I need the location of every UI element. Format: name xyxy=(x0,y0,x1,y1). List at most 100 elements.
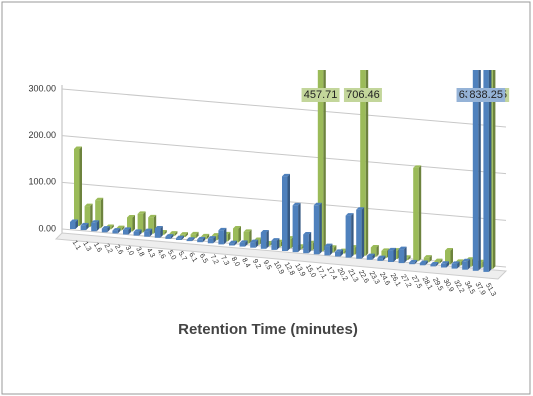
bar xyxy=(409,262,415,265)
bar-top xyxy=(413,165,422,168)
bar-top xyxy=(434,258,443,262)
bar-top xyxy=(112,228,121,231)
bar-top xyxy=(180,232,188,235)
bar-top xyxy=(80,222,89,226)
x-axis-title: Retention Time (minutes) xyxy=(178,321,358,338)
bar-top xyxy=(169,231,178,234)
bar-side xyxy=(287,173,290,251)
plot-area: 0.00100.00200.00300.00457.71706.46430.95… xyxy=(28,70,510,298)
bar-top xyxy=(388,247,396,251)
x-tick-label: 5.7 xyxy=(177,250,188,262)
bar-top xyxy=(356,207,365,210)
x-tick-label: 3.8 xyxy=(134,246,145,258)
x-tick-label: 3.0 xyxy=(124,245,135,257)
bar-side xyxy=(245,240,248,247)
bar-side xyxy=(213,236,216,244)
bar-top xyxy=(313,202,322,206)
bar-top xyxy=(211,233,220,236)
x-tick-label: 2.6 xyxy=(113,244,124,256)
bar xyxy=(360,70,366,256)
bar-side xyxy=(223,227,227,245)
x-tick-label: 1.3 xyxy=(81,241,92,253)
bar-side xyxy=(227,231,231,242)
data-label-box xyxy=(301,88,340,102)
y-tick-label: 200.00 xyxy=(28,130,56,140)
x-tick-label: 6.5 xyxy=(198,253,209,265)
bar-top xyxy=(271,238,280,241)
data-label-text: 838.25 xyxy=(469,89,503,101)
x-tick-label: 2.2 xyxy=(102,243,113,255)
bar-side xyxy=(164,229,167,235)
data-label-text: 706.46 xyxy=(346,89,380,101)
bar xyxy=(483,70,489,272)
bar-top xyxy=(91,220,100,223)
bar xyxy=(137,213,144,233)
bar-top xyxy=(229,240,237,244)
bar xyxy=(80,225,87,231)
bar xyxy=(370,247,377,257)
bar-top xyxy=(154,225,163,229)
bar-top xyxy=(190,231,199,235)
bar-top xyxy=(70,219,78,222)
bar-top xyxy=(197,236,206,240)
bar xyxy=(154,228,161,238)
bar-side xyxy=(185,232,188,237)
bar-top xyxy=(370,244,379,248)
data-label: 706.46 xyxy=(343,88,382,102)
bar xyxy=(70,222,76,229)
bar xyxy=(190,234,197,239)
bar-top xyxy=(101,226,110,229)
bar-side xyxy=(408,255,411,261)
bar xyxy=(313,205,320,255)
bar-side xyxy=(365,70,369,256)
bar-side xyxy=(329,243,333,256)
bar-side xyxy=(393,247,396,262)
bar xyxy=(239,242,246,247)
bar-top xyxy=(243,229,252,232)
bar-side xyxy=(143,211,146,233)
bar xyxy=(101,228,108,233)
bar xyxy=(144,231,150,237)
bar-side xyxy=(372,253,375,260)
bar-top xyxy=(127,215,135,218)
bar-side xyxy=(86,222,89,231)
data-label-text: 457.71 xyxy=(304,89,338,101)
bar-side xyxy=(96,220,100,232)
bar-side xyxy=(492,70,496,269)
x-tick-label: 1.6 xyxy=(92,242,103,254)
bar xyxy=(419,262,426,266)
bar xyxy=(303,234,309,254)
bar-top xyxy=(148,214,157,218)
bar-side xyxy=(202,236,206,243)
bar-top xyxy=(95,197,104,201)
bar-side xyxy=(139,229,142,236)
bar-side xyxy=(149,228,153,237)
bar-side xyxy=(121,225,125,231)
bar xyxy=(74,149,80,226)
bar xyxy=(250,242,256,248)
bar xyxy=(356,209,362,259)
bar-side xyxy=(429,255,432,263)
bar-side xyxy=(323,70,326,252)
bar-side xyxy=(308,232,312,254)
bar-top xyxy=(455,259,464,262)
bar-side xyxy=(206,233,210,240)
bar xyxy=(381,250,387,258)
bar-side xyxy=(439,258,443,264)
bar-top xyxy=(423,255,432,258)
bar xyxy=(112,230,118,234)
bar xyxy=(451,263,458,269)
bar xyxy=(95,200,101,229)
bar-side xyxy=(90,203,93,228)
bar xyxy=(127,217,133,232)
bar xyxy=(335,251,341,257)
bar-side xyxy=(276,238,280,250)
bar-top xyxy=(233,226,241,229)
bar xyxy=(186,239,193,242)
bar xyxy=(271,240,277,250)
bar-side xyxy=(107,226,110,233)
bar-side xyxy=(181,235,184,240)
bar-side xyxy=(376,244,379,257)
bar xyxy=(218,230,224,245)
